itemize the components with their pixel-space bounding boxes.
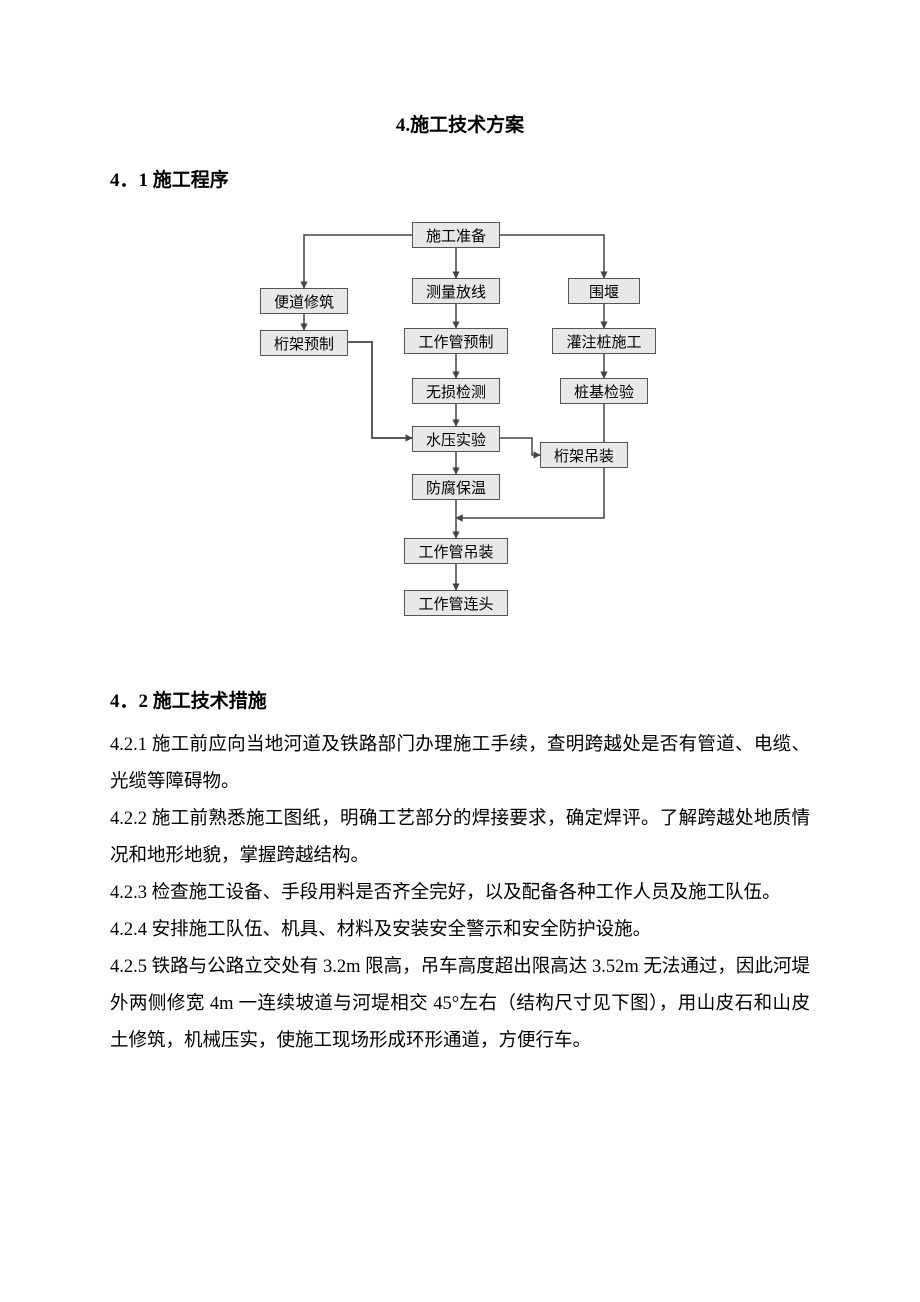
flow-node-pipe_join: 工作管连头 [404,590,508,616]
flow-node-anticorr: 防腐保温 [412,474,500,500]
paragraph: 4.2.4 安排施工队伍、机具、材料及安装安全警示和安全防护设施。 [110,912,810,949]
section-4-1-heading: 4．1 施工程序 [110,165,810,192]
flow-node-ndt: 无损检测 [412,378,500,404]
paragraph: 4.2.2 施工前熟悉施工图纸，明确工艺部分的焊接要求，确定焊评。了解跨越处地质… [110,801,810,875]
flow-node-pipe_pref: 工作管预制 [404,328,508,354]
paragraph: 4.2.3 检查施工设备、手段用料是否齐全完好，以及配备各种工作人员及施工队伍。 [110,875,810,912]
flow-node-truss_pref: 桁架预制 [260,330,348,356]
flow-node-pile: 灌注桩施工 [552,328,656,354]
flow-node-prep: 施工准备 [412,222,500,248]
flow-node-coffer: 围堰 [568,278,640,304]
flow-node-pipe_hoist: 工作管吊装 [404,538,508,564]
paragraph-block: 4.2.1 施工前应向当地河道及铁路部门办理施工手续，查明跨越处是否有管道、电缆… [110,727,810,1060]
paragraph: 4.2.1 施工前应向当地河道及铁路部门办理施工手续，查明跨越处是否有管道、电缆… [110,727,810,801]
paragraph: 4.2.5 铁路与公路立交处有 3.2m 限高，吊车高度超出限高达 3.52m … [110,949,810,1060]
flow-node-truss_hoist: 桁架吊装 [540,442,628,468]
flow-node-pile_check: 桩基检验 [560,378,648,404]
flow-node-road: 便道修筑 [260,288,348,314]
section-4-2-heading: 4．2 施工技术措施 [110,686,810,713]
flow-node-hydro: 水压实验 [412,426,500,452]
construction-flowchart: 施工准备便道修筑 测量放线 围堰桁架预制 工作管预制 灌注桩施工无损检测 桩基检验水压实验… [200,222,720,662]
flow-node-survey: 测量放线 [412,278,500,304]
page-title: 4.施工技术方案 [110,110,810,137]
